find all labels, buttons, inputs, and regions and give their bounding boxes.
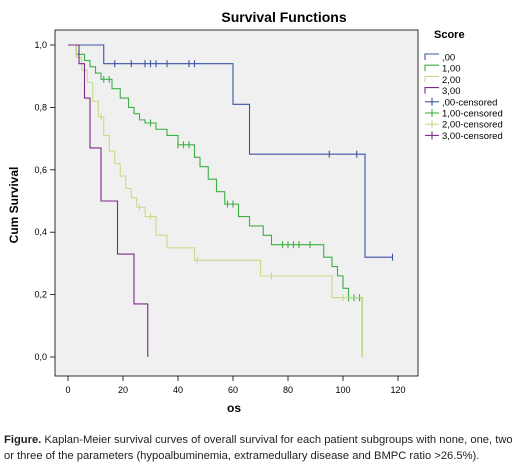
series-group: [68, 44, 363, 357]
y-tick-label: 1,0: [34, 40, 47, 50]
series-group: [68, 44, 363, 357]
legend-title: Score: [434, 29, 465, 41]
y-tick-label: 0,0: [34, 352, 47, 362]
y-axis-label: Cum Survival: [7, 167, 21, 244]
x-tick-label: 100: [335, 385, 350, 395]
legend-item: ,00: [424, 53, 455, 64]
y-tick-label: 0,2: [34, 290, 47, 300]
series-group: [68, 44, 394, 261]
legend-item: 1,00-censored: [425, 109, 503, 120]
x-tick-label: 80: [283, 385, 293, 395]
legend-item: 1,00: [424, 64, 461, 75]
legend-label: 2,00-censored: [442, 120, 503, 131]
legend-label: 3,00-censored: [442, 131, 503, 142]
x-axis-label: os: [227, 401, 241, 415]
legend-label: 1,00-censored: [442, 109, 503, 120]
x-tick-label: 0: [65, 385, 70, 395]
legend-line-swatch: [424, 64, 439, 72]
km-curve: [68, 44, 363, 357]
plot-area: [54, 29, 419, 377]
legend-item: 3,00: [424, 86, 461, 97]
chart-title: Survival Functions: [221, 9, 346, 25]
legend-item: 3,00-censored: [425, 131, 503, 142]
axes: 0 20 40 60 80 100 120 0,0 0,2 0,4 0,6 0,8 1,0: [34, 40, 405, 395]
legend-item: 2,00-censored: [425, 120, 503, 131]
legend-item: 2,00: [424, 75, 461, 86]
x-tick-label: 40: [173, 385, 183, 395]
km-curve: [68, 44, 363, 357]
km-curve: [68, 44, 393, 258]
x-tick-label: 120: [390, 385, 405, 395]
x-tick-label: 20: [118, 385, 128, 395]
figure-caption: Figure. Kaplan-Meier survival curves of …: [4, 432, 518, 464]
series-group: [68, 44, 149, 357]
legend: ,001,002,003,00,00-censored1,00-censored…: [424, 53, 503, 142]
series-layer: [68, 44, 394, 357]
legend-label: ,00-censored: [442, 97, 497, 108]
legend-label: ,00: [442, 53, 455, 64]
legend-label: 3,00: [442, 86, 461, 97]
survival-chart: Survival Functions 0 20 40 60 80 100 120 0,0 0,2…: [7, 9, 503, 415]
caption-label: Figure.: [4, 434, 42, 446]
legend-label: 1,00: [442, 64, 461, 75]
legend-line-swatch: [424, 75, 439, 83]
y-tick-label: 0,6: [34, 165, 47, 175]
legend-label: 2,00: [442, 75, 461, 86]
x-tick-label: 60: [228, 385, 238, 395]
legend-line-swatch: [424, 53, 439, 60]
y-tick-label: 0,8: [34, 102, 47, 112]
caption-text: Kaplan-Meier survival curves of overall …: [4, 434, 513, 462]
legend-item: ,00-censored: [425, 97, 497, 108]
legend-line-swatch: [424, 87, 439, 94]
y-tick-label: 0,4: [34, 227, 47, 237]
km-curve: [68, 44, 149, 357]
